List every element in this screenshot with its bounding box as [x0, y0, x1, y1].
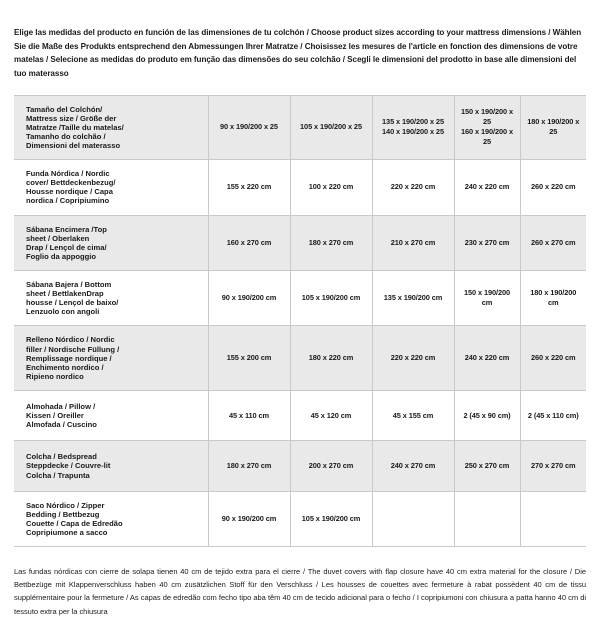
- row-label-saco-nordico: Saco Nórdico / Zipper Bedding / Bettbezu…: [26, 500, 123, 537]
- table-row: Relleno Nórdico / Nordic filler / Nordis…: [14, 325, 586, 391]
- table-row: Almohada / Pillow / Kissen / Oreiller Al…: [14, 390, 586, 441]
- cell-saco-1: 90 x 190/200 cm: [207, 491, 290, 547]
- cell-almohada-1: 45 x 110 cm: [207, 390, 290, 441]
- cell-encimera-1: 160 x 270 cm: [207, 215, 290, 271]
- header-col-1: 90 x 190/200 x 25: [207, 95, 290, 160]
- cell-bajera-3: 135 x 190/200 cm: [371, 270, 454, 326]
- row-label-sabana-bajera: Sábana Bajera / Bottom sheet / Bettlaken…: [26, 279, 119, 317]
- cell-relleno-5: 260 x 220 cm: [519, 325, 586, 391]
- mattress-size-table: Tamaño del Colchón/ Mattress size / Größ…: [14, 95, 586, 548]
- cell-bajera-5: 180 x 190/200 cm: [519, 270, 586, 326]
- cell-bajera-4: 150 x 190/200 cm: [453, 270, 520, 326]
- cell-almohada-4: 2 (45 x 90 cm): [453, 390, 520, 441]
- cell-relleno-1: 155 x 200 cm: [207, 325, 290, 391]
- table-row: Funda Nórdica / Nordic cover/ Bettdecken…: [14, 159, 586, 216]
- cell-relleno-4: 240 x 220 cm: [453, 325, 520, 391]
- cell-saco-2: 105 x 190/200 cm: [289, 491, 372, 547]
- cell-almohada-5: 2 (45 x 110 cm): [519, 390, 586, 441]
- table-row: Sábana Encimera /Top sheet / Oberlaken D…: [14, 215, 586, 271]
- cell-funda-1: 155 x 220 cm: [207, 159, 290, 216]
- size-guide-page: Elige las medidas del producto en funció…: [0, 8, 600, 616]
- cell-saco-4: [453, 491, 520, 547]
- cell-colcha-1: 180 x 270 cm: [207, 440, 290, 492]
- header-col-4: 150 x 190/200 x 25 160 x 190/200 x 25: [453, 95, 520, 160]
- cell-funda-2: 100 x 220 cm: [289, 159, 372, 216]
- footnote-paragraph: Las fundas nórdicas con cierre de solapa…: [14, 566, 586, 616]
- cell-colcha-4: 250 x 270 cm: [453, 440, 520, 492]
- table-header-row: Tamaño del Colchón/ Mattress size / Größ…: [14, 95, 586, 160]
- cell-colcha-3: 240 x 270 cm: [371, 440, 454, 492]
- cell-relleno-3: 220 x 220 cm: [371, 325, 454, 391]
- cell-almohada-3: 45 x 155 cm: [371, 390, 454, 441]
- cell-bajera-2: 105 x 190/200 cm: [289, 270, 372, 326]
- table-row: Saco Nórdico / Zipper Bedding / Bettbezu…: [14, 491, 586, 547]
- cell-funda-5: 260 x 220 cm: [519, 159, 586, 216]
- cell-funda-3: 220 x 220 cm: [371, 159, 454, 216]
- row-label-sabana-encimera: Sábana Encimera /Top sheet / Oberlaken D…: [26, 224, 107, 261]
- cell-colcha-5: 270 x 270 cm: [519, 440, 586, 492]
- cell-almohada-2: 45 x 120 cm: [289, 390, 372, 441]
- table-row: Sábana Bajera / Bottom sheet / Bettlaken…: [14, 270, 586, 326]
- intro-paragraph: Elige las medidas del producto en funció…: [14, 28, 582, 78]
- cell-funda-4: 240 x 220 cm: [453, 159, 520, 216]
- row-label-funda-nordica: Funda Nórdica / Nordic cover/ Bettdecken…: [26, 169, 116, 206]
- header-col-5: 180 x 190/200 x 25: [519, 95, 586, 160]
- cell-encimera-3: 210 x 270 cm: [371, 215, 454, 271]
- header-col-3: 135 x 190/200 x 25 140 x 190/200 x 25: [371, 95, 454, 160]
- row-label-relleno-nordico: Relleno Nórdico / Nordic filler / Nordis…: [26, 335, 120, 381]
- cell-saco-3: [371, 491, 454, 547]
- cell-relleno-2: 180 x 220 cm: [289, 325, 372, 391]
- table-row: Colcha / Bedspread Steppdecke / Couvre-l…: [14, 440, 586, 492]
- cell-encimera-5: 260 x 270 cm: [519, 215, 586, 271]
- header-col-2: 105 x 190/200 x 25: [289, 95, 372, 160]
- cell-bajera-1: 90 x 190/200 cm: [207, 270, 290, 326]
- row-label-colcha: Colcha / Bedspread Steppdecke / Couvre-l…: [26, 452, 111, 480]
- cell-encimera-4: 230 x 270 cm: [453, 215, 520, 271]
- row-label-almohada: Almohada / Pillow / Kissen / Oreiller Al…: [26, 401, 97, 430]
- header-label-mattress-size: Tamaño del Colchón/ Mattress size / Größ…: [26, 104, 124, 150]
- cell-colcha-2: 200 x 270 cm: [289, 440, 372, 492]
- cell-saco-5: [519, 491, 586, 547]
- cell-encimera-2: 180 x 270 cm: [289, 215, 372, 271]
